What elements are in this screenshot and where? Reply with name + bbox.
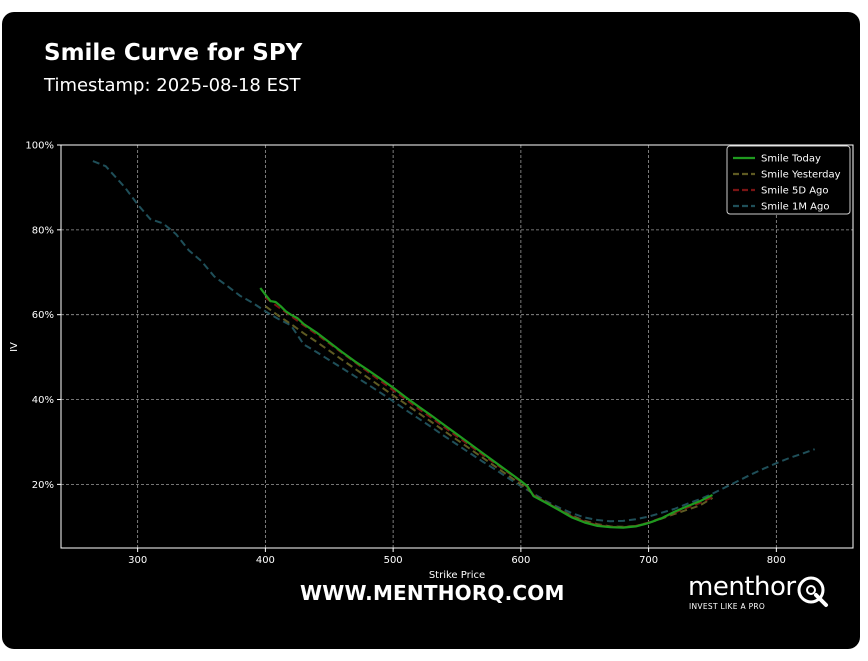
x-tick-label: 500 — [384, 555, 403, 566]
series-line-smile-5d-ago — [264, 296, 713, 529]
y-tick-label: 40% — [32, 395, 54, 406]
website-url: WWW.MENTHORQ.COM — [300, 581, 565, 605]
menthorq-logo: menthor INVEST LIKE A PRO — [688, 572, 838, 612]
x-tick-label: 600 — [511, 555, 530, 566]
plot-frame — [60, 144, 854, 549]
legend-label: Smile 1M Ago — [761, 202, 829, 213]
chart-card: Smile Curve for SPY Timestamp: 2025-08-1… — [2, 12, 860, 649]
tick-layer: 300 400 500 600 700 800 20% 40% 60% 80% 100% — [25, 141, 785, 567]
chart-title: Smile Curve for SPY — [44, 40, 303, 66]
x-tick-label: 700 — [639, 555, 658, 566]
logo-wordmark: menthor — [688, 572, 796, 602]
x-tick-label: 300 — [128, 555, 147, 566]
x-tick-label: 400 — [256, 555, 275, 566]
legend-label: Smile Today — [761, 154, 821, 165]
y-tick-label: 100% — [25, 141, 54, 152]
y-tick-label: 60% — [32, 310, 54, 321]
legend-label: Smile 5D Ago — [761, 186, 829, 197]
legend-label: Smile Yesterday — [761, 170, 841, 181]
legend-box — [726, 145, 851, 215]
series-line-smile-today — [259, 287, 713, 529]
series-layer — [92, 160, 816, 529]
q-logo-icon — [797, 576, 828, 607]
logo-tagline: INVEST LIKE A PRO — [689, 602, 766, 611]
x-axis-label: Strike Price — [429, 570, 485, 581]
y-tick-label: 80% — [32, 225, 54, 236]
x-tick-label: 800 — [767, 555, 786, 566]
y-axis-label: IV — [9, 342, 20, 352]
y-tick-label: 20% — [32, 480, 54, 491]
series-line-smile-1m-ago — [92, 160, 816, 523]
legend: Smile Today Smile Yesterday Smile 5D Ago Sm… — [726, 145, 851, 215]
chart-timestamp: Timestamp: 2025-08-18 EST — [44, 75, 301, 96]
series-line-smile-yesterday — [264, 305, 714, 528]
